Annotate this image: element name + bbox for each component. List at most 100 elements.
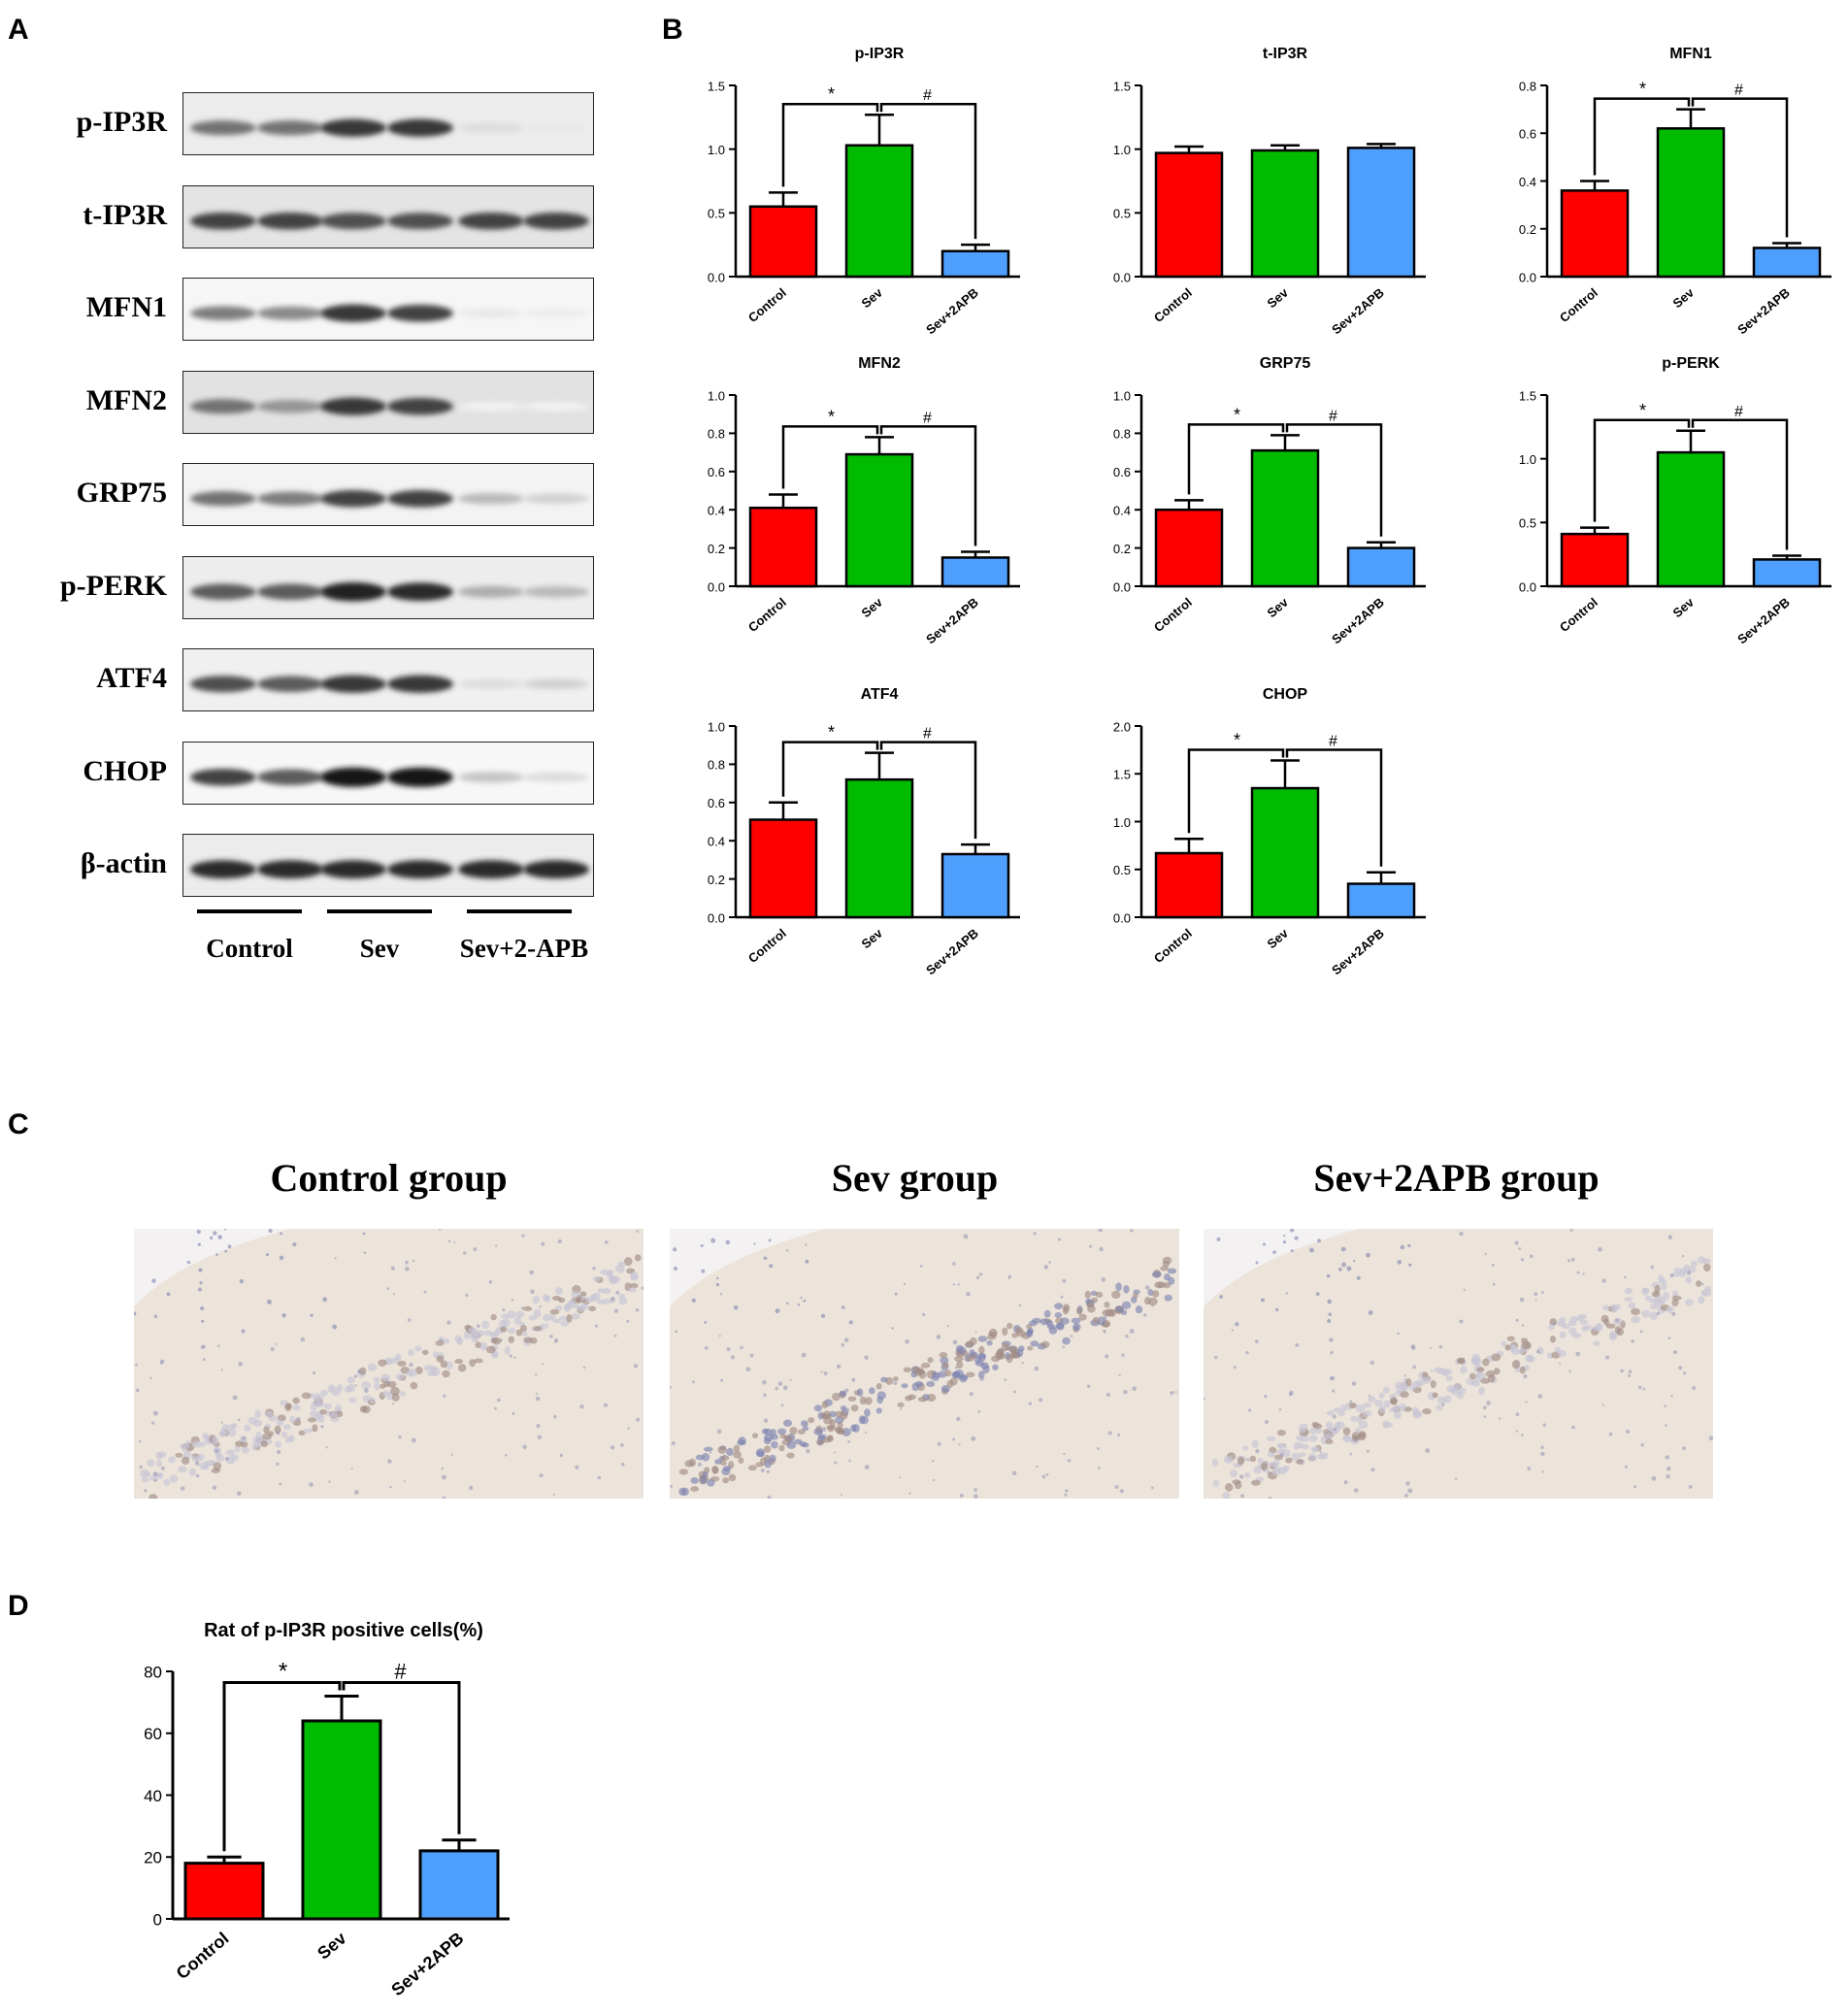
significance-hash: #: [923, 726, 932, 743]
y-tick-label: 0.0: [708, 910, 725, 925]
nucleus: [710, 1238, 716, 1243]
neuron: [1015, 1327, 1024, 1334]
nucleus: [232, 1395, 238, 1401]
nucleus: [1368, 1394, 1371, 1397]
neuron: [1273, 1459, 1280, 1468]
nucleus: [1672, 1350, 1677, 1355]
neuron: [908, 1394, 917, 1401]
nucleus: [1065, 1489, 1069, 1493]
neuron: [1333, 1407, 1341, 1413]
nucleus: [552, 1493, 556, 1496]
nucleus: [450, 1453, 453, 1456]
error-bar: [1676, 429, 1705, 453]
neuron: [147, 1459, 155, 1468]
neuron: [733, 1451, 742, 1459]
neuron: [215, 1451, 222, 1459]
neuron: [1315, 1428, 1323, 1434]
nucleus: [354, 1384, 357, 1387]
nucleus: [1575, 1351, 1581, 1357]
neuron: [399, 1391, 407, 1397]
nucleus: [442, 1496, 446, 1499]
nucleus: [1366, 1449, 1370, 1453]
blot-band: [320, 767, 386, 787]
nucleus: [1278, 1408, 1282, 1411]
blot-band: [387, 304, 453, 322]
nucleus: [495, 1244, 498, 1247]
nucleus: [1368, 1310, 1373, 1315]
nucleus: [539, 1304, 542, 1308]
neuron: [1436, 1404, 1443, 1411]
neuron: [481, 1320, 490, 1330]
y-tick-label: 1.0: [1519, 452, 1536, 467]
neuron: [816, 1439, 825, 1445]
nucleus: [627, 1427, 630, 1430]
nucleus: [1349, 1400, 1353, 1403]
nucleus: [582, 1366, 586, 1370]
x-tick-label: Control: [1151, 595, 1195, 635]
neuron: [1482, 1358, 1490, 1367]
neuron: [395, 1373, 405, 1381]
nucleus: [726, 1347, 731, 1352]
nucleus: [1099, 1246, 1104, 1252]
neuron: [442, 1370, 450, 1378]
nucleus: [220, 1369, 223, 1371]
y-tick-label: 40: [144, 1787, 162, 1805]
nucleus: [1274, 1307, 1279, 1312]
nucleus: [1326, 1273, 1331, 1278]
nucleus: [979, 1272, 983, 1276]
nucleus: [1540, 1451, 1545, 1457]
x-tick-label: Sev+2APB: [923, 926, 981, 978]
nucleus: [1540, 1291, 1544, 1294]
significance-hash: #: [1329, 408, 1337, 424]
nucleus: [1216, 1237, 1221, 1241]
neuron: [1341, 1436, 1352, 1442]
significance-hash: #: [1329, 733, 1337, 749]
nucleus: [536, 1423, 541, 1429]
nucleus: [277, 1450, 281, 1455]
neuron: [771, 1440, 778, 1449]
nucleus: [745, 1367, 751, 1372]
nucleus: [537, 1435, 543, 1439]
neuron: [140, 1469, 149, 1478]
y-tick-label: 60: [144, 1725, 162, 1743]
blot-label-2: MFN1: [85, 291, 167, 323]
neuron: [917, 1396, 927, 1403]
y-tick-label: 0.2: [708, 873, 725, 887]
neuron: [262, 1433, 272, 1440]
bar-sev-2apb: [940, 556, 1010, 588]
neuron: [737, 1439, 746, 1446]
nucleus: [1356, 1275, 1361, 1280]
nucleus: [463, 1251, 467, 1255]
x-tick-label: Sev: [1670, 284, 1698, 311]
bar-control: [1154, 151, 1224, 279]
nucleus: [1028, 1402, 1033, 1405]
x-tick-label: Control: [1557, 595, 1600, 635]
white-matter: [134, 1229, 289, 1306]
y-tick-label: 1.0: [708, 388, 725, 403]
nucleus: [952, 1339, 958, 1345]
y-tick-label: 0.0: [708, 270, 725, 284]
neuron: [1296, 1435, 1304, 1441]
nucleus: [275, 1342, 278, 1345]
nucleus: [468, 1485, 474, 1491]
nucleus: [196, 1229, 201, 1235]
bar-sev: [1250, 448, 1320, 588]
y-tick-label: 0.2: [708, 542, 725, 556]
neuron: [468, 1327, 478, 1333]
neuron: [1016, 1348, 1024, 1358]
neuron: [842, 1427, 851, 1436]
nucleus: [405, 1260, 409, 1265]
nucleus: [1491, 1263, 1495, 1267]
nucleus: [441, 1474, 446, 1480]
nucleus: [386, 1287, 390, 1291]
nucleus: [1486, 1401, 1491, 1405]
neuron: [1691, 1260, 1699, 1268]
y-tick-label: 1.0: [1113, 388, 1131, 403]
y-tick-label: 0.4: [1113, 503, 1131, 517]
neuron: [303, 1428, 314, 1434]
nucleus: [1062, 1345, 1065, 1349]
neuron: [840, 1405, 847, 1411]
nucleus: [1328, 1312, 1333, 1316]
nucleus: [900, 1407, 903, 1410]
nucleus: [386, 1381, 390, 1385]
